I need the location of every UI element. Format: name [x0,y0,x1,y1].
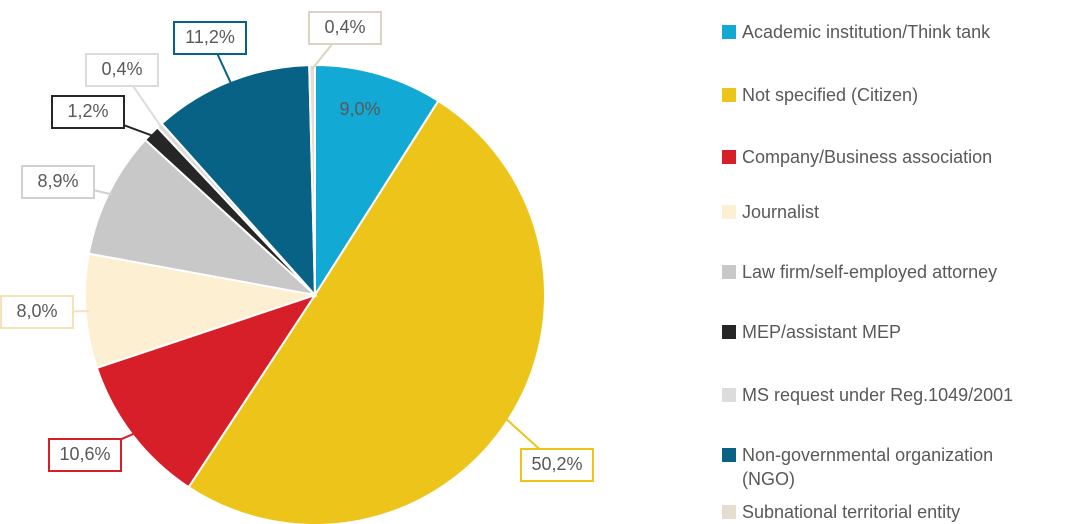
label-box [48,438,122,472]
data-label-text: 0,4% [101,59,142,79]
legend-item: Journalist [722,200,1042,224]
label-box [21,165,95,199]
data-label: 11,2% [173,21,247,86]
legend-label: Subnational territorial entity [742,502,961,522]
data-label: 8,0% [0,295,90,329]
label-box [173,21,247,55]
data-label-text: 11,2% [185,27,235,47]
legend-item: Company/Business association [722,145,1042,169]
legend-label: Law firm/self-employed attorney [742,262,998,282]
legend-swatch [722,150,736,164]
pie-slice [314,63,440,299]
data-label: 8,9% [21,165,113,199]
legend-label: Journalist [742,202,820,222]
legend-item: Law firm/self-employed attorney [722,260,1042,284]
legend-swatch [722,25,736,39]
label-box [0,295,74,329]
data-label: 9,0% [339,99,380,119]
label-box [85,53,159,87]
legend-label: Academic institution/Think tank [742,22,991,42]
data-label-text: 9,0% [339,99,380,119]
data-label-text: 10,6% [59,444,110,464]
label-box [308,11,382,45]
data-label-text: 50,2% [531,454,582,474]
legend-label: Company/Business association [742,147,993,167]
legend-label: Not specified (Citizen) [742,85,919,105]
data-label: 50,2% [504,416,594,482]
legend-swatch [722,388,736,402]
data-label: 0,4% [85,53,164,130]
legend-label: Non-governmental organization (NGO) [742,445,994,489]
legend-swatch [722,448,736,462]
legend-swatch [722,205,736,219]
label-box [51,95,125,129]
legend-swatch [722,265,736,279]
legend-item: Subnational territorial entity [722,500,1042,524]
legend-swatch [722,505,736,519]
data-label: 1,2% [51,95,155,138]
data-label: 10,6% [48,431,137,472]
data-label: 0,4% [308,11,382,70]
legend-swatch [722,88,736,102]
legend-item: MEP/assistant MEP [722,320,1042,344]
data-label-text: 8,0% [16,301,57,321]
data-label-text: 0,4% [324,17,365,37]
legend-label: MS request under Reg.1049/2001 [742,385,1014,405]
label-box [520,448,594,482]
legend-label: MEP/assistant MEP [742,322,902,342]
legend-item: MS request under Reg.1049/2001 [722,383,1042,407]
legend-item: Non-governmental organization (NGO) [722,443,1042,491]
data-label-text: 1,2% [67,101,108,121]
pie-chart: 9,0% 50,2% 10,6% 8,0% 8,9% 1,2% 0,4% 11,2% 0,4% [0,11,594,524]
legend-item: Not specified (Citizen) [722,83,1042,107]
data-label-text: 8,9% [37,171,78,191]
legend-swatch [722,325,736,339]
legend-item: Academic institution/Think tank [722,20,1042,44]
